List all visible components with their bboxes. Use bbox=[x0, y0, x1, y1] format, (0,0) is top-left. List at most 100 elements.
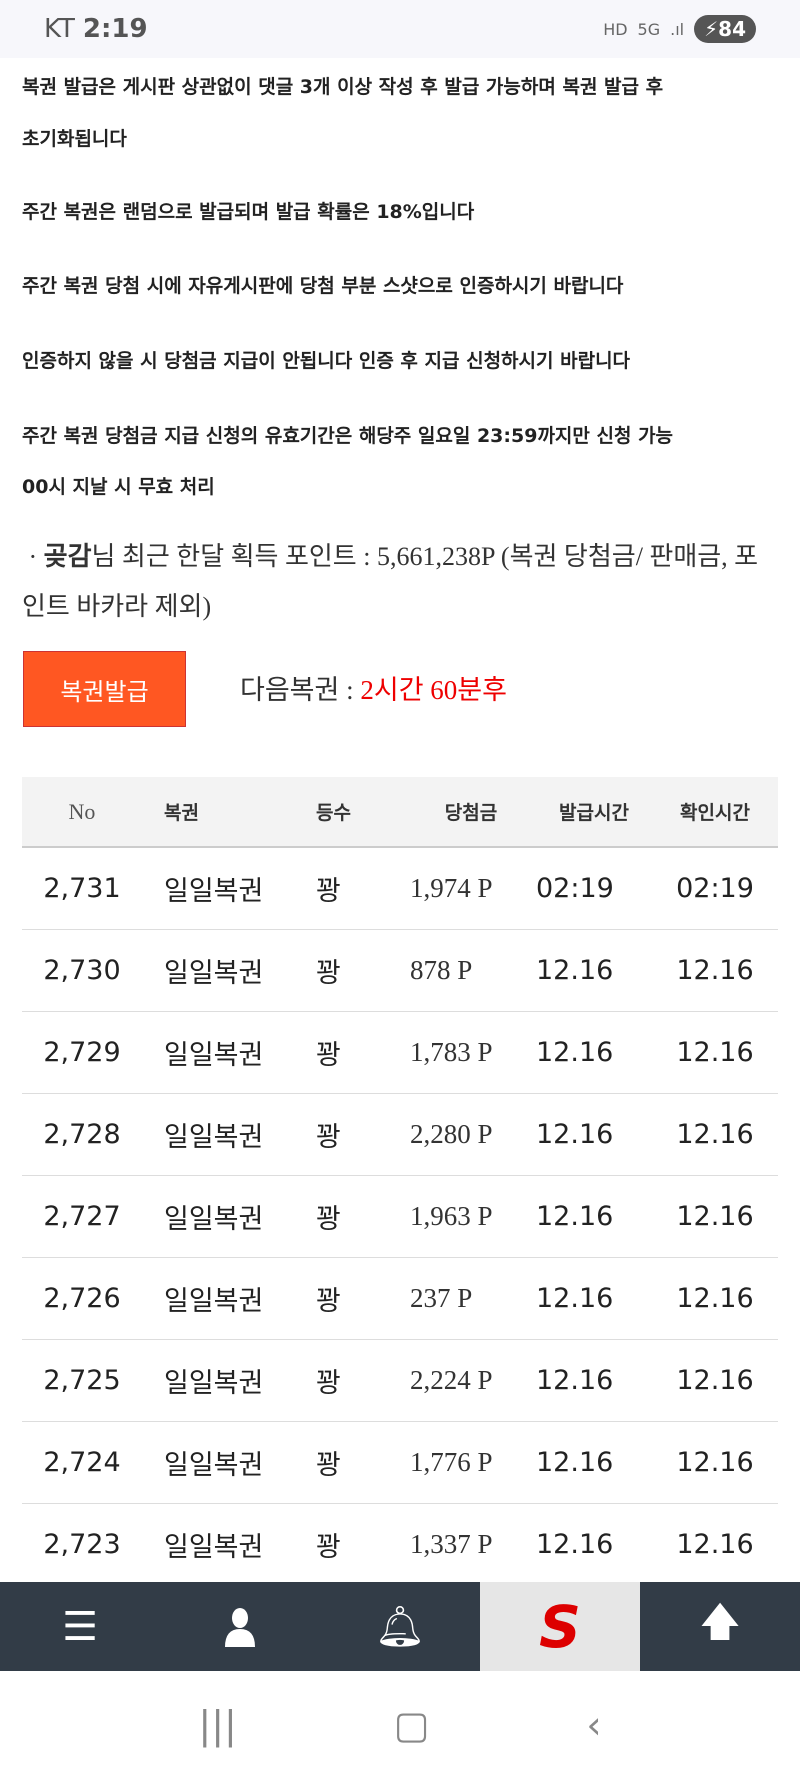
cell-no: 2,730 bbox=[22, 929, 142, 1012]
cell-no: 2,731 bbox=[22, 847, 142, 930]
table-row: 2,728 일일복권 꽝 2,280 P 12.16 12.16 bbox=[22, 1093, 778, 1176]
table-row: 2,727 일일복권 꽝 1,963 P 12.16 12.16 bbox=[22, 1175, 778, 1258]
cell-prize: 1,776 P bbox=[392, 1421, 532, 1504]
header-rank: 등수 bbox=[302, 777, 392, 848]
notice-line: 주간 복권은 랜덤으로 발급되며 발급 확률은 18%입니다 bbox=[22, 201, 475, 223]
lottery-table: No 복권 등수 당첨금 발급시간 확인시간 2,731 일일복권 꽝 1,974 P… bbox=[22, 777, 778, 1586]
cell-checked: 12.16 bbox=[652, 1011, 778, 1094]
battery-icon: ⚡84 bbox=[694, 15, 756, 43]
next-lottery: 다음복권 : 2시간 60분후 bbox=[240, 668, 507, 707]
username: 곶감 bbox=[43, 542, 92, 572]
cell-checked: 12.16 bbox=[652, 1257, 778, 1340]
cell-checked: 12.16 bbox=[652, 1175, 778, 1258]
cell-prize: 1,974 P bbox=[392, 847, 532, 930]
points-text: 님 최근 한달 획득 포인트 : 5,661,238P (복권 당첨금/ 판매금… bbox=[22, 542, 759, 621]
cell-checked: 12.16 bbox=[652, 1421, 778, 1504]
cell-issued: 12.16 bbox=[532, 1011, 652, 1094]
home-icon[interactable]: ▢ bbox=[393, 1702, 430, 1747]
cell-prize: 237 P bbox=[392, 1257, 532, 1340]
bottom-nav: ☰ 🔔︎ S 🡅 bbox=[0, 1582, 800, 1671]
cell-checked: 02:19 bbox=[652, 847, 778, 930]
table-row: 2,729 일일복권 꽝 1,783 P 12.16 12.16 bbox=[22, 1011, 778, 1094]
cell-checked: 12.16 bbox=[652, 929, 778, 1012]
user-icon[interactable] bbox=[160, 1582, 320, 1671]
bullet: · bbox=[28, 542, 38, 571]
5g-icon: 5G bbox=[637, 19, 661, 39]
table-row: 2,731 일일복권 꽝 1,974 P 02:19 02:19 bbox=[22, 847, 778, 930]
table-row: 2,730 일일복권 꽝 878 P 12.16 12.16 bbox=[22, 929, 778, 1012]
carrier: KT bbox=[44, 14, 75, 44]
site-logo[interactable]: S bbox=[480, 1582, 640, 1671]
back-icon[interactable]: ‹ bbox=[586, 1702, 602, 1747]
cell-no: 2,728 bbox=[22, 1093, 142, 1176]
system-nav: ||| ▢ ‹ bbox=[0, 1671, 800, 1778]
notice-line: 주간 복권 당첨 시에 자유게시판에 당첨 부분 스샷으로 인증하시기 바랍니다 bbox=[22, 275, 624, 297]
header-no: No bbox=[22, 777, 142, 848]
notice-line: 초기화됩니다 bbox=[22, 128, 127, 150]
cell-lottery: 일일복권 bbox=[142, 1175, 302, 1258]
cell-rank: 꽝 bbox=[302, 847, 392, 930]
header-issued: 발급시간 bbox=[532, 777, 652, 848]
cell-no: 2,725 bbox=[22, 1339, 142, 1422]
cell-checked: 12.16 bbox=[652, 1339, 778, 1422]
notice-line: 인증하지 않을 시 당첨금 지급이 안됩니다 인증 후 지급 신청하시기 바랍니… bbox=[22, 350, 631, 372]
cell-prize: 1,337 P bbox=[392, 1503, 532, 1586]
cell-no: 2,726 bbox=[22, 1257, 142, 1340]
cell-lottery: 일일복권 bbox=[142, 847, 302, 930]
cell-lottery: 일일복권 bbox=[142, 1339, 302, 1422]
bell-icon[interactable]: 🔔︎ bbox=[374, 1604, 426, 1650]
cell-issued: 12.16 bbox=[532, 1257, 652, 1340]
cell-prize: 878 P bbox=[392, 929, 532, 1012]
hd-icon: HD bbox=[603, 19, 628, 39]
cell-issued: 12.16 bbox=[532, 929, 652, 1012]
cell-rank: 꽝 bbox=[302, 1339, 392, 1422]
clock: 2:19 bbox=[82, 14, 148, 44]
cell-rank: 꽝 bbox=[302, 1011, 392, 1094]
cell-issued: 12.16 bbox=[532, 1093, 652, 1176]
cell-rank: 꽝 bbox=[302, 1093, 392, 1176]
table-row: 2,724 일일복권 꽝 1,776 P 12.16 12.16 bbox=[22, 1421, 778, 1504]
notice-line: 주간 복권 당첨금 지급 신청의 유효기간은 해당주 일요일 23:59까지만 … bbox=[22, 425, 674, 447]
table-header: No 복권 등수 당첨금 발급시간 확인시간 bbox=[22, 777, 778, 848]
cell-no: 2,729 bbox=[22, 1011, 142, 1094]
cell-prize: 2,280 P bbox=[392, 1093, 532, 1176]
cell-prize: 1,783 P bbox=[392, 1011, 532, 1094]
menu-icon[interactable]: ☰ bbox=[62, 1603, 98, 1650]
next-label: 다음복권 : bbox=[240, 675, 361, 705]
cell-rank: 꽝 bbox=[302, 1175, 392, 1258]
cell-lottery: 일일복권 bbox=[142, 1257, 302, 1340]
cell-issued: 12.16 bbox=[532, 1339, 652, 1422]
cell-no: 2,727 bbox=[22, 1175, 142, 1258]
notice-line: 00시 지날 시 무효 처리 bbox=[22, 476, 215, 498]
cell-issued: 12.16 bbox=[532, 1175, 652, 1258]
cell-rank: 꽝 bbox=[302, 1257, 392, 1340]
battery-level: 84 bbox=[718, 17, 746, 41]
cell-lottery: 일일복권 bbox=[142, 1011, 302, 1094]
status-bar: KT 2:19 HD 5G .ıl ⚡84 bbox=[0, 0, 800, 58]
cell-lottery: 일일복권 bbox=[142, 929, 302, 1012]
header-lottery: 복권 bbox=[142, 777, 302, 848]
cell-no: 2,724 bbox=[22, 1421, 142, 1504]
logo-letter: S bbox=[539, 1592, 581, 1661]
cell-issued: 02:19 bbox=[532, 847, 652, 930]
cell-prize: 1,963 P bbox=[392, 1175, 532, 1258]
table-row: 2,723 일일복권 꽝 1,337 P 12.16 12.16 bbox=[22, 1503, 778, 1586]
cell-issued: 12.16 bbox=[532, 1421, 652, 1504]
cell-rank: 꽝 bbox=[302, 1503, 392, 1586]
table-row: 2,725 일일복권 꽝 2,224 P 12.16 12.16 bbox=[22, 1339, 778, 1422]
header-prize: 당첨금 bbox=[392, 777, 532, 848]
monthly-points: · 곶감님 최근 한달 획득 포인트 : 5,661,238P (복권 당첨금/… bbox=[22, 532, 782, 631]
cell-checked: 12.16 bbox=[652, 1503, 778, 1586]
header-checked: 확인시간 bbox=[652, 777, 778, 848]
cell-lottery: 일일복권 bbox=[142, 1503, 302, 1586]
cell-rank: 꽝 bbox=[302, 1421, 392, 1504]
notice-line: 복권 발급은 게시판 상관없이 댓글 3개 이상 작성 후 발급 가능하며 복권… bbox=[22, 76, 664, 98]
recent-apps-icon[interactable]: ||| bbox=[198, 1702, 237, 1747]
arrow-up-icon[interactable]: 🡅 bbox=[699, 1598, 741, 1645]
signal-icon: .ıl bbox=[670, 19, 685, 39]
cell-checked: 12.16 bbox=[652, 1093, 778, 1176]
cell-lottery: 일일복권 bbox=[142, 1421, 302, 1504]
cell-no: 2,723 bbox=[22, 1503, 142, 1586]
cell-lottery: 일일복권 bbox=[142, 1093, 302, 1176]
issue-lottery-button[interactable]: 복권발급 bbox=[23, 651, 186, 727]
